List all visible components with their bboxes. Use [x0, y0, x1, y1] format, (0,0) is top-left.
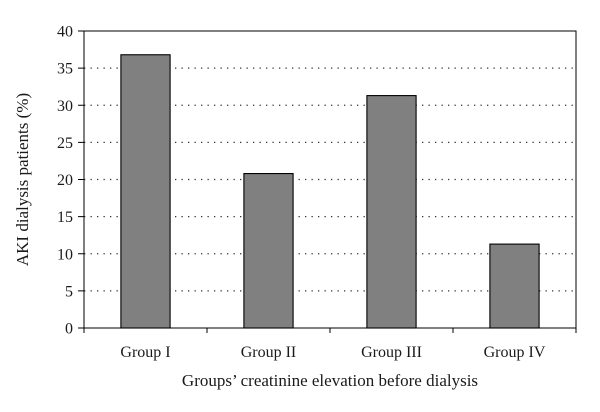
bar — [120, 54, 171, 329]
y-tick-label: 15 — [57, 209, 73, 226]
y-tick-label: 30 — [57, 98, 73, 115]
x-axis-ticks: Group I Group II Group III Group IV — [83, 328, 577, 361]
bar — [243, 173, 294, 329]
x-tick-label: Group II — [241, 344, 297, 361]
y-tick-label: 20 — [57, 172, 73, 189]
bar — [366, 95, 417, 329]
y-axis-title: AKI dialysis patients (%) — [13, 93, 32, 266]
x-tick-label: Group III — [361, 344, 422, 361]
y-tick-label: 35 — [57, 61, 73, 78]
y-tick-label: 5 — [65, 283, 73, 300]
x-axis-title: Groups’ creatinine elevation before dial… — [182, 371, 478, 390]
bar — [489, 243, 540, 329]
y-tick-label: 25 — [57, 135, 73, 152]
y-tick-label: 0 — [65, 321, 73, 338]
y-tick-label: 40 — [57, 24, 73, 41]
y-axis-ticks: 0 5 10 15 20 25 30 35 40 — [57, 24, 84, 338]
x-tick-label: Group I — [120, 344, 170, 361]
x-tick-label: Group IV — [484, 344, 546, 361]
bars — [120, 54, 540, 329]
y-tick-label: 10 — [57, 246, 73, 263]
